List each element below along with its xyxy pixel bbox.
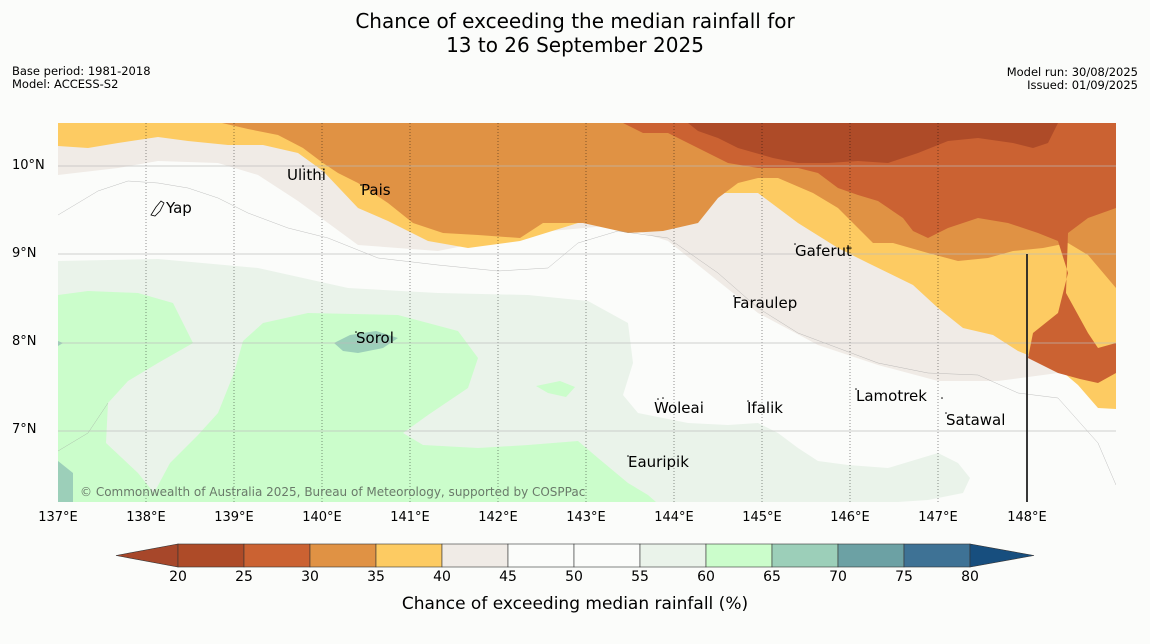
lon-label-142e: 142°E xyxy=(478,510,518,525)
place-faraulep: Faraulep xyxy=(733,294,797,312)
model-run: Model run: 30/08/2025 xyxy=(1006,65,1138,79)
lat-label-7n: 7°N xyxy=(12,422,37,437)
colorbar-swatch xyxy=(309,543,377,568)
colorbar-swatch xyxy=(903,543,971,568)
zone-60-65-small xyxy=(536,381,575,397)
colorbar-tick-label: 40 xyxy=(433,569,451,585)
colorbar-title: Chance of exceeding median rainfall (%) xyxy=(401,594,749,614)
colorbar-tick-label: 70 xyxy=(829,569,847,585)
yap-island xyxy=(150,200,165,217)
colorbar-tick-label: 80 xyxy=(961,569,979,585)
colorbar-swatch xyxy=(177,543,245,568)
model-name: Model: ACCESS-S2 xyxy=(12,77,119,91)
map-title: Chance of exceeding the median rainfall … xyxy=(0,9,1150,57)
colorbar-tick-label: 50 xyxy=(565,569,583,585)
colorbar-tick-label: 65 xyxy=(763,569,781,585)
colorbar-arrow-right xyxy=(969,543,1035,568)
lon-label-139e: 139°E xyxy=(214,510,254,525)
issued-date: Issued: 01/09/2025 xyxy=(1027,78,1138,92)
colorbar-swatch xyxy=(837,543,905,568)
colorbar-swatch xyxy=(507,543,575,568)
base-period: Base period: 1981-2018 xyxy=(12,64,151,78)
place-satawal: Satawal xyxy=(946,411,1005,429)
lon-label-147e: 147°E xyxy=(918,510,958,525)
lat-label-8n: 8°N xyxy=(12,334,37,349)
zone-60-65 xyxy=(58,291,656,502)
lon-label-143e: 143°E xyxy=(566,510,606,525)
colorbar-tick-label: 45 xyxy=(499,569,517,585)
colorbar-swatch xyxy=(441,543,509,568)
lon-label-137e: 137°E xyxy=(38,510,78,525)
colorbar-swatch xyxy=(375,543,443,568)
place-ulithi: Ulithi xyxy=(287,166,326,184)
place-lamotrek: Lamotrek xyxy=(856,387,927,405)
zone-20-25 xyxy=(688,123,1058,163)
meta-right: Model run: 30/08/2025 Issued: 01/09/2025 xyxy=(1007,66,1138,92)
title-line-1: Chance of exceeding the median rainfall … xyxy=(355,9,795,33)
lon-label-145e: 145°E xyxy=(742,510,782,525)
lon-label-140e: 140°E xyxy=(302,510,342,525)
colorbar-tick-label: 55 xyxy=(631,569,649,585)
copyright-text: © Commonwealth of Australia 2025, Bureau… xyxy=(80,485,585,499)
colorbar-swatch xyxy=(771,543,839,568)
colorbar-swatch xyxy=(243,543,311,568)
colorbar-tick-label: 30 xyxy=(301,569,319,585)
place-woleai: Woleai xyxy=(654,399,704,417)
colorbar-tick-label: 20 xyxy=(169,569,187,585)
place-sorol: Sorol xyxy=(356,329,394,347)
colorbar-tick-label: 25 xyxy=(235,569,253,585)
colorbar-swatch xyxy=(705,543,773,568)
lon-label-148e: 148°E xyxy=(1007,510,1047,525)
colorbar-swatch xyxy=(573,543,641,568)
title-line-2: 13 to 26 September 2025 xyxy=(446,33,704,57)
lon-label-146e: 146°E xyxy=(830,510,870,525)
zone-65-70-w xyxy=(58,341,63,346)
meta-left: Base period: 1981-2018 Model: ACCESS-S2 xyxy=(12,65,151,91)
zone-65-70-sorol xyxy=(334,331,398,353)
place-pais: Pais xyxy=(361,181,391,199)
place-ifalik: Ifalik xyxy=(747,399,783,417)
lat-label-10n: 10°N xyxy=(12,158,45,173)
colorbar-tick-label: 35 xyxy=(367,569,385,585)
lon-label-144e: 144°E xyxy=(654,510,694,525)
zone-25-30 xyxy=(388,123,1116,383)
place-gaferut: Gaferut xyxy=(795,242,852,260)
rainfall-map: Yap Ulithi Pais Gaferut Faraulep Sorol W… xyxy=(58,123,1116,502)
zone-65-70-sw xyxy=(58,461,73,502)
lon-label-141e: 141°E xyxy=(390,510,430,525)
colorbar-swatch xyxy=(639,543,707,568)
colorbar-arrow-left xyxy=(115,543,179,568)
colorbar-tick-label: 75 xyxy=(895,569,913,585)
place-yap: Yap xyxy=(165,199,192,217)
lat-label-9n: 9°N xyxy=(12,246,37,261)
lon-label-138e: 138°E xyxy=(126,510,166,525)
place-eauripik: Eauripik xyxy=(628,453,689,471)
colorbar-tick-label: 60 xyxy=(697,569,715,585)
